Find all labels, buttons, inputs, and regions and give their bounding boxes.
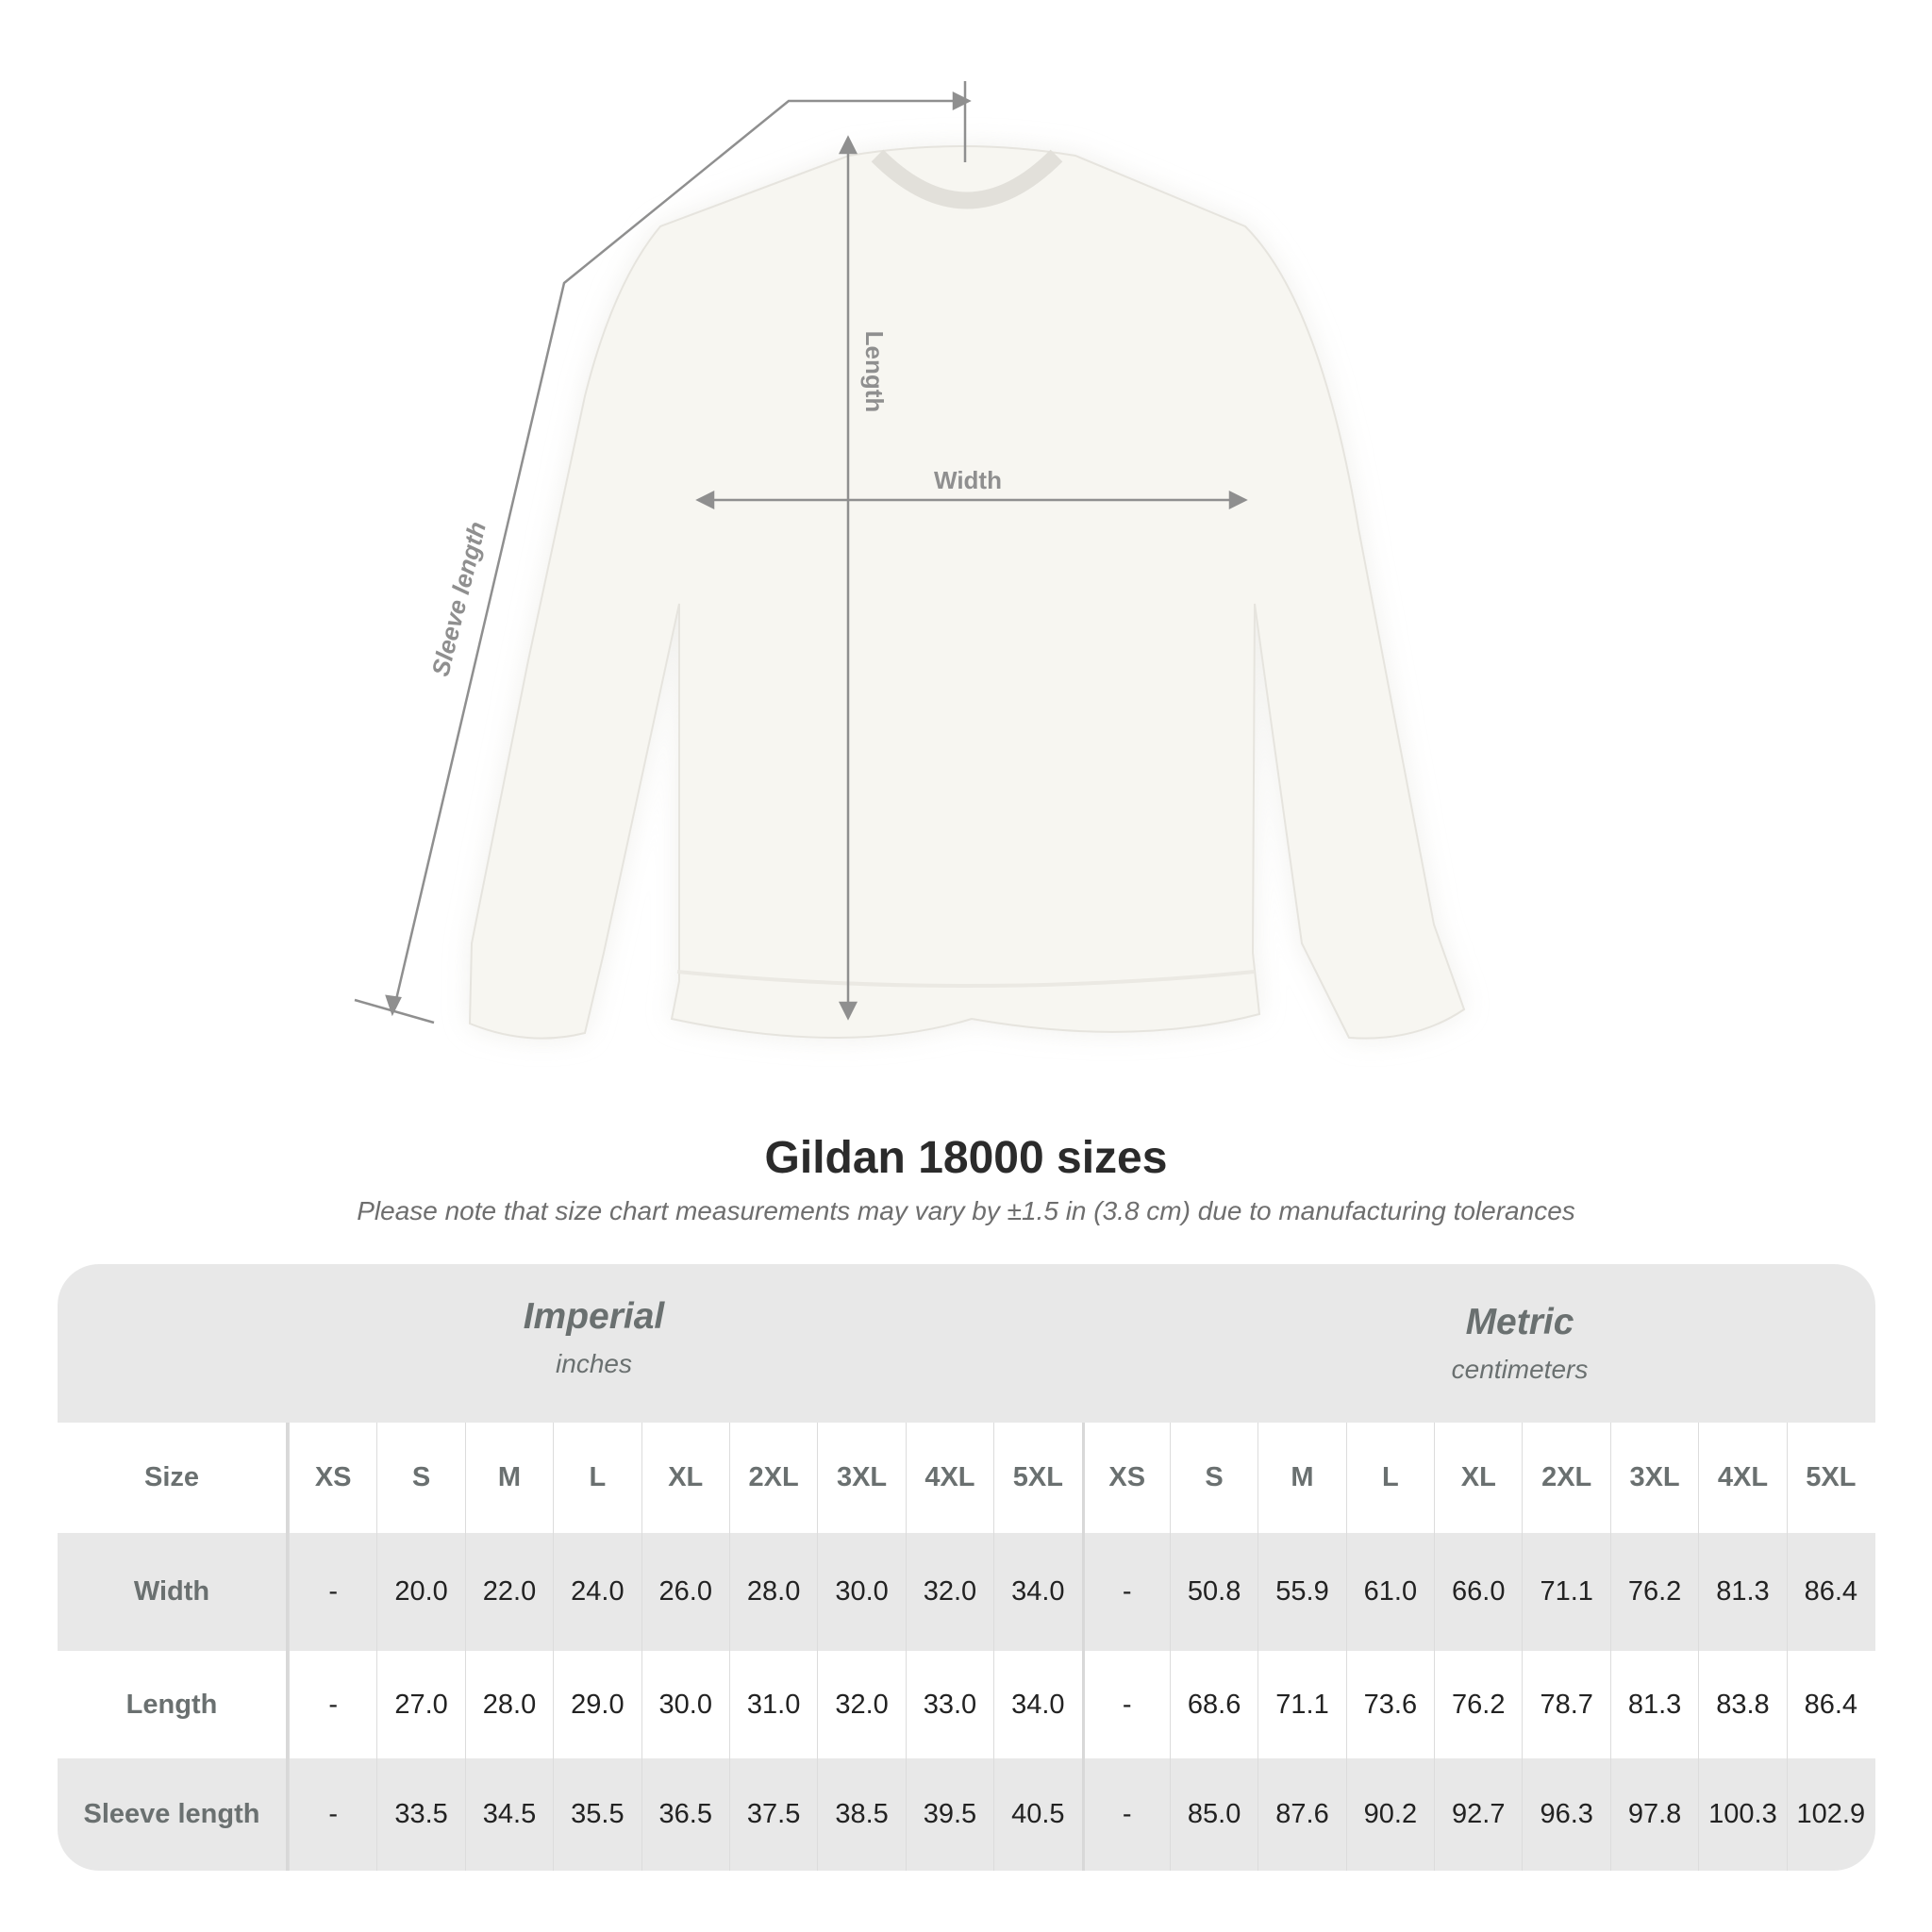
imperial-value-cell: 30.0 — [817, 1533, 905, 1651]
imperial-value-cell: 24.0 — [553, 1533, 641, 1651]
imperial-value-cell: 33.0 — [905, 1651, 993, 1758]
size-header-row: Size XS S M L XL 2XL 3XL 4XL 5XL XS S M L XL 2XL 3XL 4XL 5… — [58, 1423, 1875, 1533]
row-label: Length — [58, 1651, 289, 1758]
imperial-value-cell: 28.0 — [728, 1533, 817, 1651]
metric-value-cell: 76.2 — [1434, 1651, 1522, 1758]
metric-value-cell: 61.0 — [1345, 1533, 1434, 1651]
metric-value-cell: 102.9 — [1786, 1758, 1874, 1871]
metric-value-cell: 71.1 — [1522, 1533, 1609, 1651]
imperial-value-cell: 28.0 — [464, 1651, 553, 1758]
metric-value-cell: 81.3 — [1609, 1651, 1698, 1758]
metric-value-cell: - — [1081, 1533, 1170, 1651]
metric-size-XS: XS — [1081, 1423, 1170, 1533]
imperial-value-cell: - — [289, 1651, 376, 1758]
imperial-title: Imperial — [523, 1296, 665, 1337]
imperial-value-cell: 31.0 — [728, 1651, 817, 1758]
metric-value-cell: 50.8 — [1169, 1533, 1257, 1651]
metric-value-cell: 68.6 — [1169, 1651, 1257, 1758]
table-row-width: Width -20.0 22.0 24.0 26.0 28.0 30.0 32.0 34.0-5… — [58, 1533, 1875, 1651]
size-column-header: Size — [58, 1423, 289, 1533]
imperial-group-header: Imperial inches — [346, 1296, 841, 1379]
width-label: Width — [934, 466, 1002, 494]
imperial-value-cell: 26.0 — [641, 1533, 729, 1651]
imperial-value-cell: 34.0 — [993, 1651, 1081, 1758]
metric-value-cell: - — [1081, 1651, 1170, 1758]
imperial-size-2XL: 2XL — [728, 1423, 817, 1533]
metric-value-cell: 87.6 — [1257, 1758, 1345, 1871]
metric-size-4XL: 4XL — [1698, 1423, 1786, 1533]
imperial-value-cell: 30.0 — [641, 1651, 729, 1758]
imperial-size-3XL: 3XL — [817, 1423, 905, 1533]
metric-value-cell: 86.4 — [1786, 1533, 1874, 1651]
imperial-value-cell: 37.5 — [728, 1758, 817, 1871]
table-row-length: Length -27.0 28.0 29.0 30.0 31.0 32.0 33.0 34.0-… — [58, 1651, 1875, 1758]
metric-value-cell: 100.3 — [1698, 1758, 1786, 1871]
imperial-size-XL: XL — [641, 1423, 729, 1533]
imperial-size-L: L — [553, 1423, 641, 1533]
imperial-value-cell: 39.5 — [905, 1758, 993, 1871]
imperial-size-4XL: 4XL — [905, 1423, 993, 1533]
metric-value-cell: 83.8 — [1698, 1651, 1786, 1758]
metric-value-cell: 96.3 — [1522, 1758, 1609, 1871]
imperial-value-cell: 38.5 — [817, 1758, 905, 1871]
metric-value-cell: 78.7 — [1522, 1651, 1609, 1758]
metric-value-cell: 97.8 — [1609, 1758, 1698, 1871]
measurement-lines — [354, 81, 1248, 1024]
size-table: Imperial inches Metric centimeters Size X… — [58, 1264, 1875, 1871]
metric-value-cell: - — [1081, 1758, 1170, 1871]
imperial-value-cell: - — [289, 1758, 376, 1871]
metric-size-5XL: 5XL — [1786, 1423, 1874, 1533]
page-title: Gildan 18000 sizes — [764, 1133, 1168, 1183]
metric-group-header: Metric centimeters — [1142, 1302, 1875, 1385]
row-label: Width — [58, 1533, 289, 1651]
length-label: Length — [860, 331, 889, 413]
imperial-value-cell: 27.0 — [376, 1651, 464, 1758]
imperial-size-S: S — [376, 1423, 464, 1533]
metric-size-L: L — [1345, 1423, 1434, 1533]
imperial-value-cell: 29.0 — [553, 1651, 641, 1758]
imperial-value-cell: 32.0 — [905, 1533, 993, 1651]
imperial-size-XS: XS — [289, 1423, 376, 1533]
imperial-unit: inches — [556, 1349, 632, 1378]
metric-title: Metric — [1465, 1302, 1574, 1342]
imperial-value-cell: 36.5 — [641, 1758, 729, 1871]
sweater-measurement-diagram: Width Length Sleeve length — [354, 81, 1466, 1040]
row-label: Sleeve length — [58, 1758, 289, 1871]
metric-size-3XL: 3XL — [1609, 1423, 1698, 1533]
imperial-value-cell: 22.0 — [464, 1533, 553, 1651]
imperial-value-cell: 20.0 — [376, 1533, 464, 1651]
imperial-size-5XL: 5XL — [993, 1423, 1081, 1533]
imperial-value-cell: 33.5 — [376, 1758, 464, 1871]
metric-unit: centimeters — [1451, 1355, 1589, 1384]
metric-value-cell: 66.0 — [1434, 1533, 1522, 1651]
imperial-value-cell: 40.5 — [993, 1758, 1081, 1871]
imperial-value-cell: 32.0 — [817, 1651, 905, 1758]
table-row-sleeve-length: Sleeve length -33.5 34.5 35.5 36.5 37.5 38.5 39… — [58, 1758, 1875, 1871]
sweater-illustration — [468, 145, 1466, 1040]
imperial-value-cell: 35.5 — [553, 1758, 641, 1871]
metric-size-2XL: 2XL — [1522, 1423, 1609, 1533]
metric-value-cell: 90.2 — [1345, 1758, 1434, 1871]
imperial-value-cell: - — [289, 1533, 376, 1651]
metric-value-cell: 73.6 — [1345, 1651, 1434, 1758]
metric-value-cell: 85.0 — [1169, 1758, 1257, 1871]
metric-value-cell: 71.1 — [1257, 1651, 1345, 1758]
metric-size-M: M — [1257, 1423, 1345, 1533]
metric-value-cell: 55.9 — [1257, 1533, 1345, 1651]
sleeve-length-label: Sleeve length — [425, 519, 491, 679]
metric-value-cell: 86.4 — [1786, 1651, 1874, 1758]
metric-value-cell: 76.2 — [1609, 1533, 1698, 1651]
metric-value-cell: 92.7 — [1434, 1758, 1522, 1871]
tolerance-note: Please note that size chart measurements… — [357, 1196, 1575, 1225]
imperial-value-cell: 34.5 — [464, 1758, 553, 1871]
imperial-value-cell: 34.0 — [993, 1533, 1081, 1651]
metric-value-cell: 81.3 — [1698, 1533, 1786, 1651]
metric-size-XL: XL — [1434, 1423, 1522, 1533]
imperial-size-M: M — [464, 1423, 553, 1533]
metric-size-S: S — [1169, 1423, 1257, 1533]
